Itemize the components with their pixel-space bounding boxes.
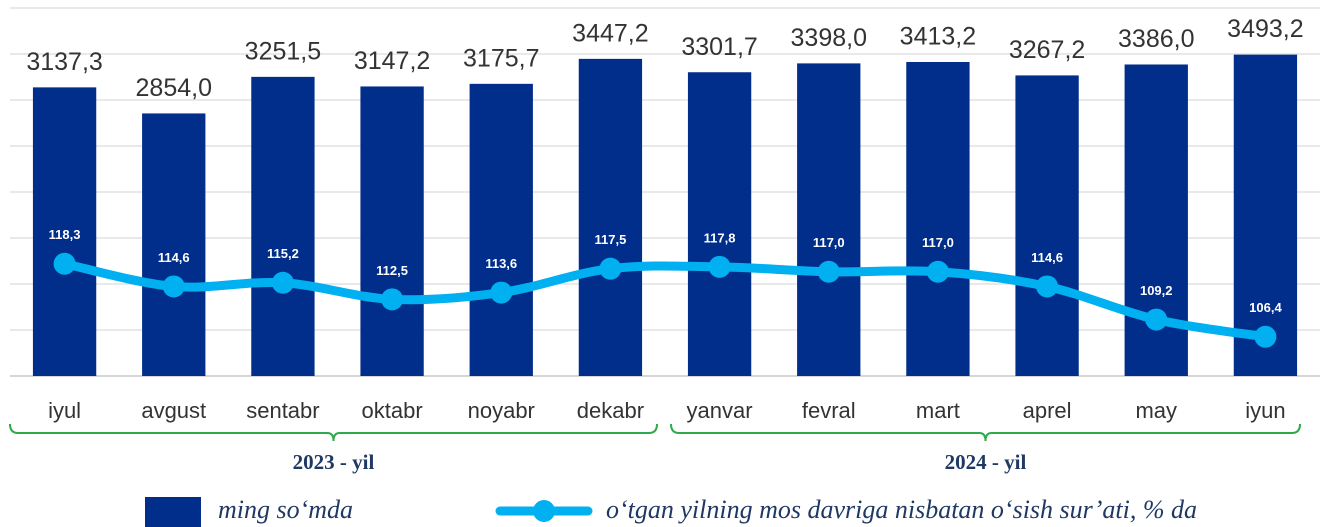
line-point: [1254, 325, 1277, 348]
legend-label: ming so‘mda: [218, 495, 353, 524]
bar-value-label: 3251,5: [245, 37, 321, 65]
line-value-label: 114,6: [158, 250, 190, 265]
line-point: [162, 275, 185, 298]
bar: [687, 72, 752, 377]
line-point: [1145, 308, 1168, 331]
bar: [797, 63, 861, 376]
bar-value-label: 3301,7: [681, 33, 757, 61]
bar: [142, 113, 206, 376]
bar: [32, 87, 97, 376]
bar-value-label: 2854,0: [136, 74, 212, 102]
bar: [469, 83, 533, 376]
bar: [1015, 75, 1079, 376]
line-point: [708, 255, 731, 278]
line-value-label: 115,2: [267, 246, 299, 261]
line-point: [490, 281, 513, 304]
line-point: [381, 288, 404, 311]
bar: [906, 61, 970, 377]
x-tick-label: mart: [916, 398, 960, 423]
x-tick-label: sentabr: [246, 398, 319, 423]
line-value-label: 109,2: [1140, 283, 1173, 298]
bar-value-label: 3267,2: [1009, 36, 1085, 64]
bar-value-label: 3137,3: [26, 48, 102, 76]
legend-swatch: [145, 497, 201, 527]
x-tick-label: fevral: [802, 398, 856, 423]
group-bracket: [9, 423, 658, 442]
line: [60, 259, 1270, 342]
group-label: 2024 - yil: [945, 450, 1027, 474]
line-value-label: 112,5: [376, 263, 408, 278]
line-value-label: 117,0: [813, 235, 845, 250]
bar-value-label: 3147,2: [354, 47, 430, 75]
x-tick-label: dekabr: [577, 398, 644, 423]
line-value-label: 117,0: [922, 235, 954, 250]
line-value-label: 114,6: [1031, 250, 1063, 265]
line-value-label: 117,8: [704, 230, 736, 245]
line-value-label: 113,6: [485, 256, 517, 271]
line-value-label: 117,5: [595, 232, 627, 247]
group-bracket: [670, 423, 1301, 442]
group-label: 2023 - yil: [293, 450, 375, 474]
line-point: [1036, 275, 1059, 298]
x-tick-label: oktabr: [362, 398, 423, 423]
bar-value-label: 3398,0: [791, 24, 867, 52]
legend-swatch-point: [533, 500, 555, 522]
line-point: [53, 252, 76, 275]
x-tick-label: iyun: [1245, 398, 1285, 423]
line-point: [599, 257, 622, 280]
bar: [1233, 54, 1298, 376]
x-tick-label: avgust: [141, 398, 206, 423]
bar-value-label: 3386,0: [1118, 25, 1194, 53]
line-value-label: 106,4: [1249, 300, 1282, 315]
bar: [251, 76, 315, 376]
line-point: [817, 260, 840, 283]
bar: [360, 86, 424, 376]
legend-label: o‘tgan yilning mos davriga nisbatan o‘si…: [606, 495, 1197, 524]
x-tick-label: yanvar: [687, 398, 753, 423]
x-tick-label: may: [1135, 398, 1177, 423]
bar-value-label: 3493,2: [1227, 15, 1303, 43]
x-tick-label: iyul: [48, 398, 81, 423]
bar-value-label: 3413,2: [900, 23, 976, 51]
x-tick-label: noyabr: [468, 398, 535, 423]
x-tick-label: aprel: [1023, 398, 1072, 423]
line-point: [926, 260, 949, 283]
bar-value-label: 3175,7: [463, 44, 539, 72]
bar-value-label: 3447,2: [572, 19, 648, 47]
line-value-label: 118,3: [49, 227, 81, 242]
bar: [578, 58, 643, 376]
line-point: [271, 271, 294, 294]
